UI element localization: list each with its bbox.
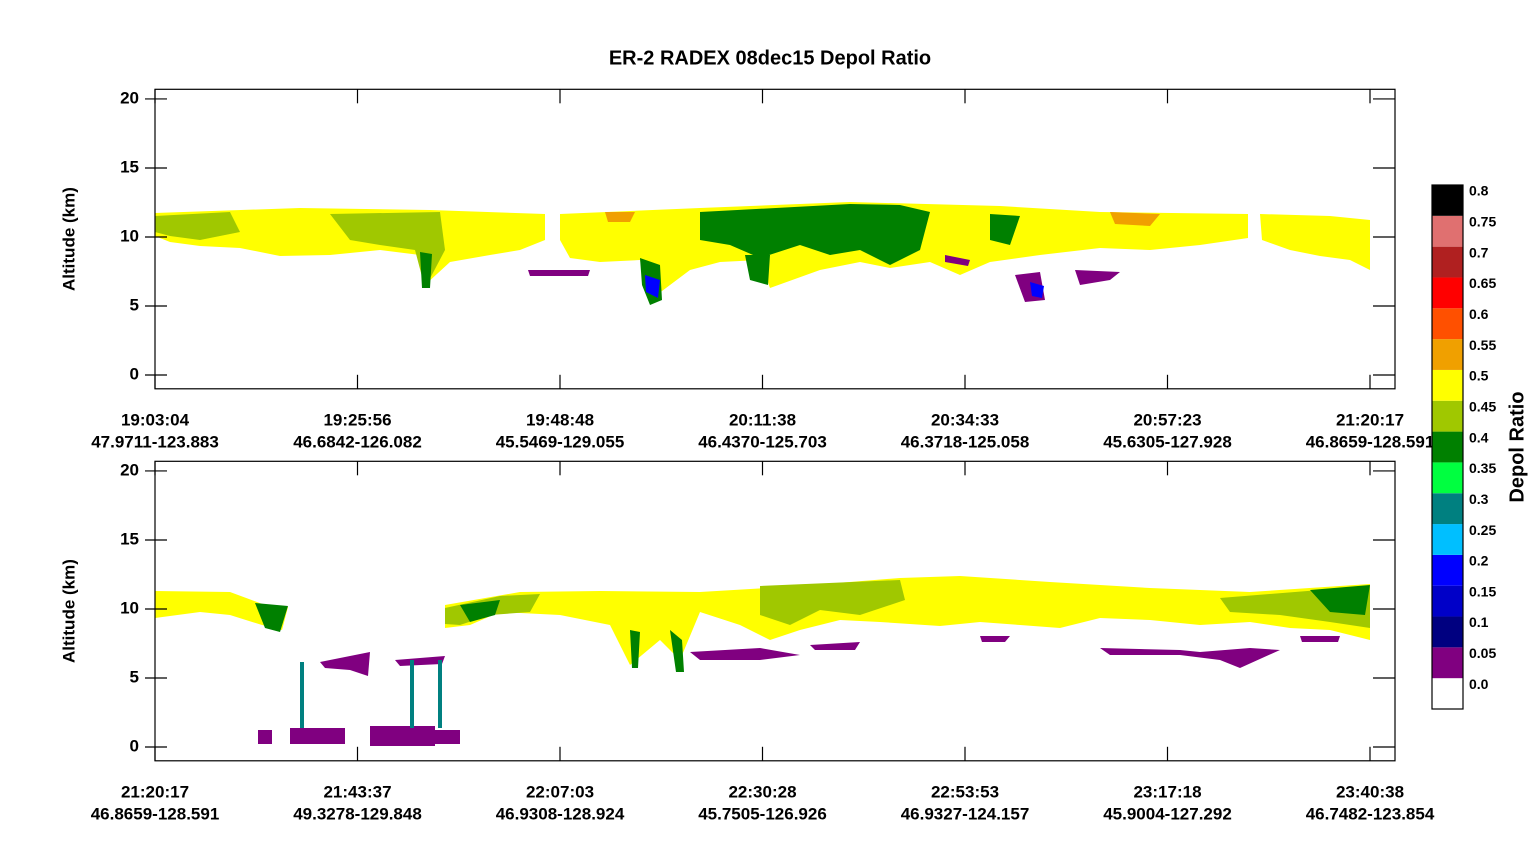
colorbar-swatch	[1432, 524, 1463, 555]
x-tick-sublabel: 46.8659-128.591	[91, 804, 220, 823]
colorbar-swatch	[1432, 493, 1463, 525]
colorbar-swatch	[1432, 277, 1463, 309]
colorbar-label: 0.7	[1469, 244, 1489, 260]
colorbar-swatch	[1432, 339, 1463, 370]
colorbar-label: 0.0	[1469, 676, 1489, 692]
colorbar-swatch	[1432, 369, 1463, 401]
y-axis-label: Altitude (km)	[59, 559, 78, 663]
x-tick-label: 23:40:38	[1336, 782, 1404, 801]
colorbar-frame	[1431, 184, 1464, 710]
y-tick-label: 10	[120, 598, 139, 617]
colorbar-swatch	[1432, 400, 1463, 432]
colorbar-swatch	[1432, 308, 1463, 340]
x-tick-label: 22:30:28	[728, 782, 796, 801]
plot-frame	[154, 460, 1396, 762]
x-tick-sublabel: 49.3278-129.848	[293, 804, 422, 823]
y-tick-label: 5	[130, 295, 139, 314]
x-tick-sublabel: 46.9308-128.924	[496, 804, 625, 823]
colorbar-swatch	[1432, 462, 1463, 494]
x-tick-sublabel: 46.7482-123.854	[1306, 804, 1435, 823]
x-tick-label: 23:17:18	[1133, 782, 1201, 801]
colorbar-swatch	[1432, 431, 1463, 463]
x-tick-label: 19:25:56	[323, 410, 391, 429]
x-tick-sublabel: 46.9327-124.157	[901, 804, 1030, 823]
colorbar-label: 0.15	[1469, 583, 1496, 599]
colorbar-swatch	[1432, 185, 1463, 216]
colorbar-swatch	[1432, 554, 1463, 586]
colorbar-label: 0.45	[1469, 398, 1496, 414]
colorbar-label: 0.5	[1469, 368, 1489, 384]
y-tick-label: 20	[120, 460, 139, 479]
colorbar-label: 0.35	[1469, 460, 1496, 476]
y-tick-label: 0	[130, 364, 139, 383]
colorbar-swatch	[1432, 585, 1463, 617]
y-tick-label: 10	[120, 226, 139, 245]
colorbar-swatch	[1432, 678, 1463, 709]
x-tick-label: 21:20:17	[121, 782, 189, 801]
y-axis-label: Altitude (km)	[59, 187, 78, 291]
colorbar-label: 0.8	[1469, 183, 1489, 199]
y-tick-label: 20	[120, 88, 139, 107]
x-tick-label: 19:03:04	[121, 410, 190, 429]
x-tick-label: 20:11:38	[729, 410, 796, 429]
colorbar-label: 0.6	[1469, 306, 1489, 322]
x-tick-sublabel: 46.6842-126.082	[293, 432, 422, 451]
x-tick-label: 21:20:17	[1336, 410, 1404, 429]
x-tick-label: 19:48:48	[526, 410, 594, 429]
plot-frame	[154, 88, 1396, 390]
colorbar-label: 0.3	[1469, 491, 1489, 507]
x-tick-sublabel: 46.4370-125.703	[698, 432, 827, 451]
x-tick-label: 20:57:23	[1133, 410, 1201, 429]
x-tick-label: 22:53:53	[931, 782, 999, 801]
y-tick-label: 5	[130, 667, 139, 686]
colorbar-swatch	[1432, 246, 1463, 278]
colorbar-label: 0.2	[1469, 553, 1489, 569]
x-tick-sublabel: 46.8659-128.591	[1306, 432, 1435, 451]
x-tick-sublabel: 45.9004-127.292	[1103, 804, 1232, 823]
chart-title: ER-2 RADEX 08dec15 Depol Ratio	[609, 47, 931, 69]
colorbar-title: Depol Ratio	[1506, 391, 1528, 502]
colorbar-swatch	[1432, 616, 1463, 648]
colorbar-label: 0.4	[1469, 429, 1489, 445]
x-tick-sublabel: 45.7505-126.926	[698, 804, 827, 823]
colorbar-label: 0.05	[1469, 645, 1496, 661]
x-tick-label: 20:34:33	[931, 410, 999, 429]
colorbar-label: 0.75	[1469, 214, 1496, 230]
colorbar-swatch	[1432, 215, 1463, 247]
colorbar-label: 0.65	[1469, 275, 1496, 291]
x-tick-sublabel: 47.9711-123.883	[91, 432, 219, 451]
colorbar-swatch	[1432, 647, 1463, 679]
colorbar-label: 0.55	[1469, 337, 1496, 353]
curtain-image	[155, 202, 1370, 305]
y-tick-label: 0	[130, 736, 139, 755]
colorbar-label: 0.1	[1469, 614, 1489, 630]
x-tick-label: 22:07:03	[526, 782, 594, 801]
x-tick-sublabel: 45.6305-127.928	[1103, 432, 1232, 451]
y-tick-label: 15	[120, 529, 139, 548]
curtain-image	[155, 576, 1370, 746]
x-tick-label: 21:43:37	[323, 782, 391, 801]
x-tick-sublabel: 46.3718-125.058	[901, 432, 1030, 451]
x-tick-sublabel: 45.5469-129.055	[496, 432, 625, 451]
y-tick-label: 15	[120, 157, 139, 176]
colorbar-label: 0.25	[1469, 522, 1496, 538]
